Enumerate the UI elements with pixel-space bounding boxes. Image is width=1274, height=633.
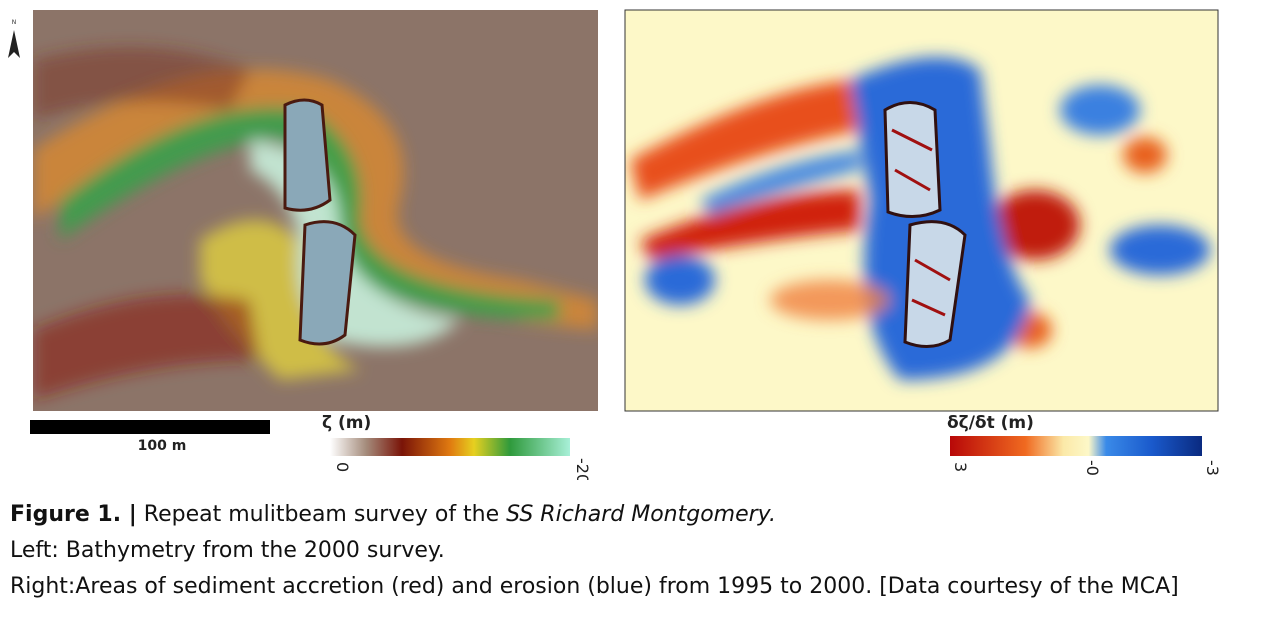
change-map [625,10,1218,411]
caption-text: Repeat mulitbeam survey of the [143,502,500,527]
colorbar-tick: -20 [573,458,592,480]
caption-label: Figure 1. | [10,502,137,527]
colorbar [330,438,570,456]
north-arrow [8,30,20,58]
north-label: N [12,19,17,26]
colorbar-label: ζ (m) [322,413,371,433]
figure-panels: N 100 m ζ (m) 0 -20 δζ/δt (m) 3 -0 -3 [8,9,1222,480]
scale-bar-label: 100 m [138,438,187,454]
map-border [624,9,1219,412]
caption-vessel: SS Richard Montgomery. [506,502,776,527]
caption-right: Right:Areas of sediment accretion (red) … [10,574,1179,599]
caption-left: Left: Bathymetry from the 2000 survey. [10,538,445,563]
colorbar [950,436,1202,456]
caption-title: Figure 1. | Repeat mulitbeam survey of t… [10,502,776,527]
bathymetry-map [33,10,598,411]
colorbar-tick: 0 [333,462,352,472]
scale-bar [30,420,270,434]
colorbar-tick: -3 [1203,460,1222,476]
colorbar-tick: 3 [951,462,970,472]
colorbar-label: δζ/δt (m) [947,413,1034,433]
colorbar-tick: -0 [1083,460,1102,476]
